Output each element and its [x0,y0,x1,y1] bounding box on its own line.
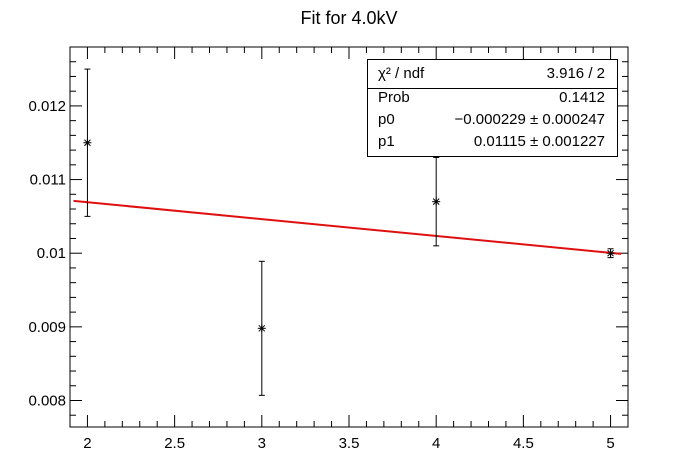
stats-label: p0 [378,111,395,128]
stats-label: p1 [378,133,395,150]
stats-row-p0: p0 −0.000229 ± 0.000247 [378,109,605,131]
data-point [606,248,615,259]
x-tick-label: 4 [432,435,440,452]
stats-row-prob: Prob 0.1412 [378,87,605,109]
y-tick-label: 0.009 [28,319,66,336]
y-tick-label: 0.011 [30,172,66,189]
x-tick-label: 2.5 [164,435,185,452]
stats-separator [368,88,617,89]
data-point [257,260,266,396]
data-point [83,68,92,217]
x-tick-label: 2 [83,435,91,452]
marker-d2 [432,198,440,206]
stats-value: 0.1412 [559,89,605,106]
fit-stats-box: χ² / ndf 3.916 / 2 Prob 0.1412 p0 −0.000… [367,59,618,157]
data-point [432,156,441,247]
marker-d2 [84,139,91,147]
x-tick-label: 3.5 [339,435,360,452]
marker-d2 [258,324,266,332]
stats-row-p1: p1 0.01115 ± 0.001227 [378,131,605,153]
y-tick-label: 0.012 [28,98,66,115]
points-layer [83,68,615,396]
stats-value: −0.000229 ± 0.000247 [454,111,605,128]
fit-line [73,199,622,255]
stats-label: Prob [378,89,410,106]
stats-value: 0.01115 ± 0.001227 [473,133,605,150]
stats-value: 3.916 / 2 [546,65,605,82]
y-tick-label: 0.008 [28,392,66,409]
chart-title: Fit for 4.0kV [300,8,397,28]
x-tick-label: 3 [258,435,266,452]
x-tick-label: 5 [606,435,614,452]
fit-layer [73,199,622,255]
marker-d2 [607,249,614,257]
axes: 2 2.5 3 3.5 4 4.5 5 0.008 0.009 0.01 0.011 0.012 [28,47,629,452]
y-tick-label: 0.01 [37,245,66,262]
stats-label: χ² / ndf [378,65,425,82]
stats-row-chi2: χ² / ndf 3.916 / 2 [378,63,605,85]
x-tick-label: 4.5 [513,435,534,452]
